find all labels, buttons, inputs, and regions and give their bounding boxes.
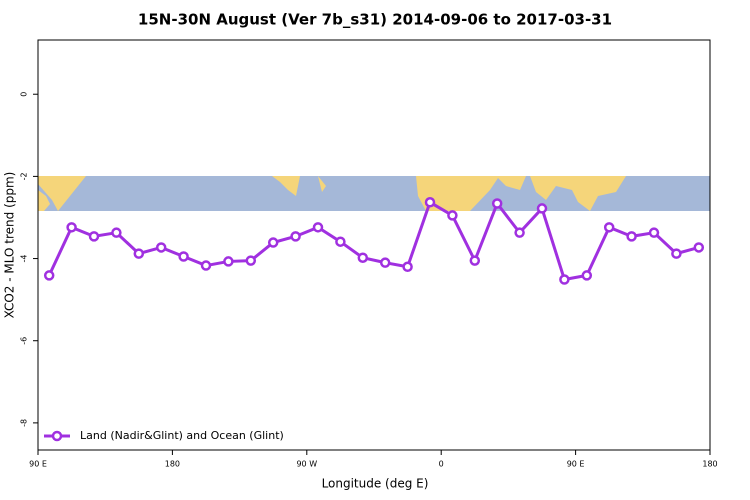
data-point (223, 256, 234, 267)
data-point (559, 274, 570, 285)
legend-marker (51, 430, 63, 442)
data-point (447, 210, 458, 221)
data-point (514, 227, 525, 238)
data-point (88, 231, 100, 242)
x-tick-label: 180 (165, 460, 180, 469)
y-tick-label: -2 (20, 172, 29, 180)
x-tick-label: 90 W (296, 460, 317, 469)
data-point (133, 248, 145, 259)
data-point (469, 255, 481, 266)
y-tick-label: -6 (20, 337, 29, 345)
data-point (379, 257, 391, 268)
data-point (290, 231, 301, 242)
y-axis-label: XCO2 - MLO trend (ppm) (3, 172, 17, 319)
data-point (671, 248, 682, 259)
data-point (335, 236, 346, 247)
map-band (38, 176, 710, 211)
x-tick-label: 90 E (567, 460, 585, 469)
data-point (402, 261, 413, 273)
data-point (200, 260, 212, 271)
data-point (111, 227, 122, 238)
y-tick-label: -8 (20, 419, 29, 427)
data-point (603, 222, 615, 233)
data-point (66, 222, 77, 233)
data-point (267, 237, 279, 248)
data-point (155, 242, 167, 253)
y-tick-label: -4 (20, 255, 29, 263)
data-point (693, 242, 705, 253)
y-tick-label: 0 (20, 92, 29, 97)
series-line (47, 200, 700, 282)
data-point (626, 231, 637, 242)
data-point (43, 270, 55, 281)
data-point (581, 270, 593, 281)
data-point (424, 197, 436, 208)
data-point (357, 252, 369, 263)
plot-frame (37, 39, 711, 451)
x-axis-label: Longitude (deg E) (322, 477, 429, 491)
data-point (648, 227, 660, 238)
data-point (245, 255, 257, 266)
data-point (491, 198, 503, 209)
legend-label: Land (Nadir&Glint) and Ocean (Glint) (80, 429, 284, 442)
data-point (178, 251, 189, 262)
x-tick-label: 90 E (29, 460, 47, 469)
data-point (536, 203, 548, 214)
chart-title: 15N-30N August (Ver 7b_s31) 2014-09-06 t… (138, 11, 612, 29)
x-tick-label: 180 (702, 460, 717, 469)
x-tick-label: 0 (439, 460, 444, 469)
data-point (312, 222, 324, 233)
